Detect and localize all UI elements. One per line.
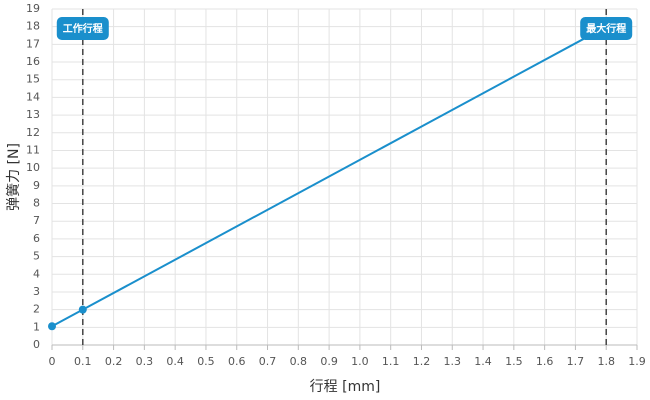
x-tick-label: 0.1 [74,355,92,368]
y-tick-label: 13 [26,108,40,121]
annotation-box [56,17,109,40]
y-tick-label: 15 [26,73,40,86]
y-tick-label: 16 [26,55,40,68]
y-tick-label: 7 [33,214,40,227]
x-axis-title: 行程 [mm] [310,379,381,395]
x-tick-label: 0.2 [105,355,123,368]
y-tick-label: 18 [26,20,40,33]
x-tick-label: 1.9 [628,355,646,368]
y-tick-label: 10 [26,161,40,174]
x-tick-label: 1.3 [444,355,462,368]
y-tick-label: 14 [26,90,40,103]
y-tick-label: 2 [33,303,40,316]
y-tick-label: 3 [33,285,40,298]
annotation-label: 最大行程 [586,22,626,35]
x-tick-label: 1.4 [474,355,492,368]
y-tick-label: 17 [26,37,40,50]
x-tick-label: 0 [49,355,56,368]
x-tick-label: 1.1 [382,355,400,368]
y-tick-label: 19 [26,2,40,15]
x-tick-label: 1.8 [597,355,615,368]
y-tick-label: 12 [26,126,40,139]
x-tick-label: 0.5 [197,355,215,368]
y-tick-label: 11 [26,143,40,156]
annotation-label: 工作行程 [63,22,103,35]
y-tick-label: 4 [33,267,40,280]
x-tick-label: 1.6 [536,355,554,368]
y-tick-label: 0 [33,338,40,351]
y-axis-title: 弹簧力 [N] [6,143,22,211]
x-tick-label: 1.2 [413,355,431,368]
x-tick-label: 0.9 [320,355,338,368]
y-tick-label: 8 [33,197,40,210]
x-tick-label: 0.4 [166,355,184,368]
y-tick-label: 1 [33,320,40,333]
point [48,322,56,331]
x-tick-label: 1.5 [505,355,523,368]
x-tick-label: 1.0 [351,355,369,368]
x-tick-label: 0.7 [259,355,277,368]
x-tick-label: 1.7 [567,355,585,368]
x-tick-label: 0.3 [136,355,154,368]
x-tick-label: 0.6 [228,355,246,368]
point [78,305,87,314]
x-tick-label: 0.8 [290,355,308,368]
annotation-box [580,17,633,40]
y-tick-label: 9 [33,179,40,192]
y-tick-label: 6 [33,232,40,245]
y-tick-label: 5 [33,250,40,263]
